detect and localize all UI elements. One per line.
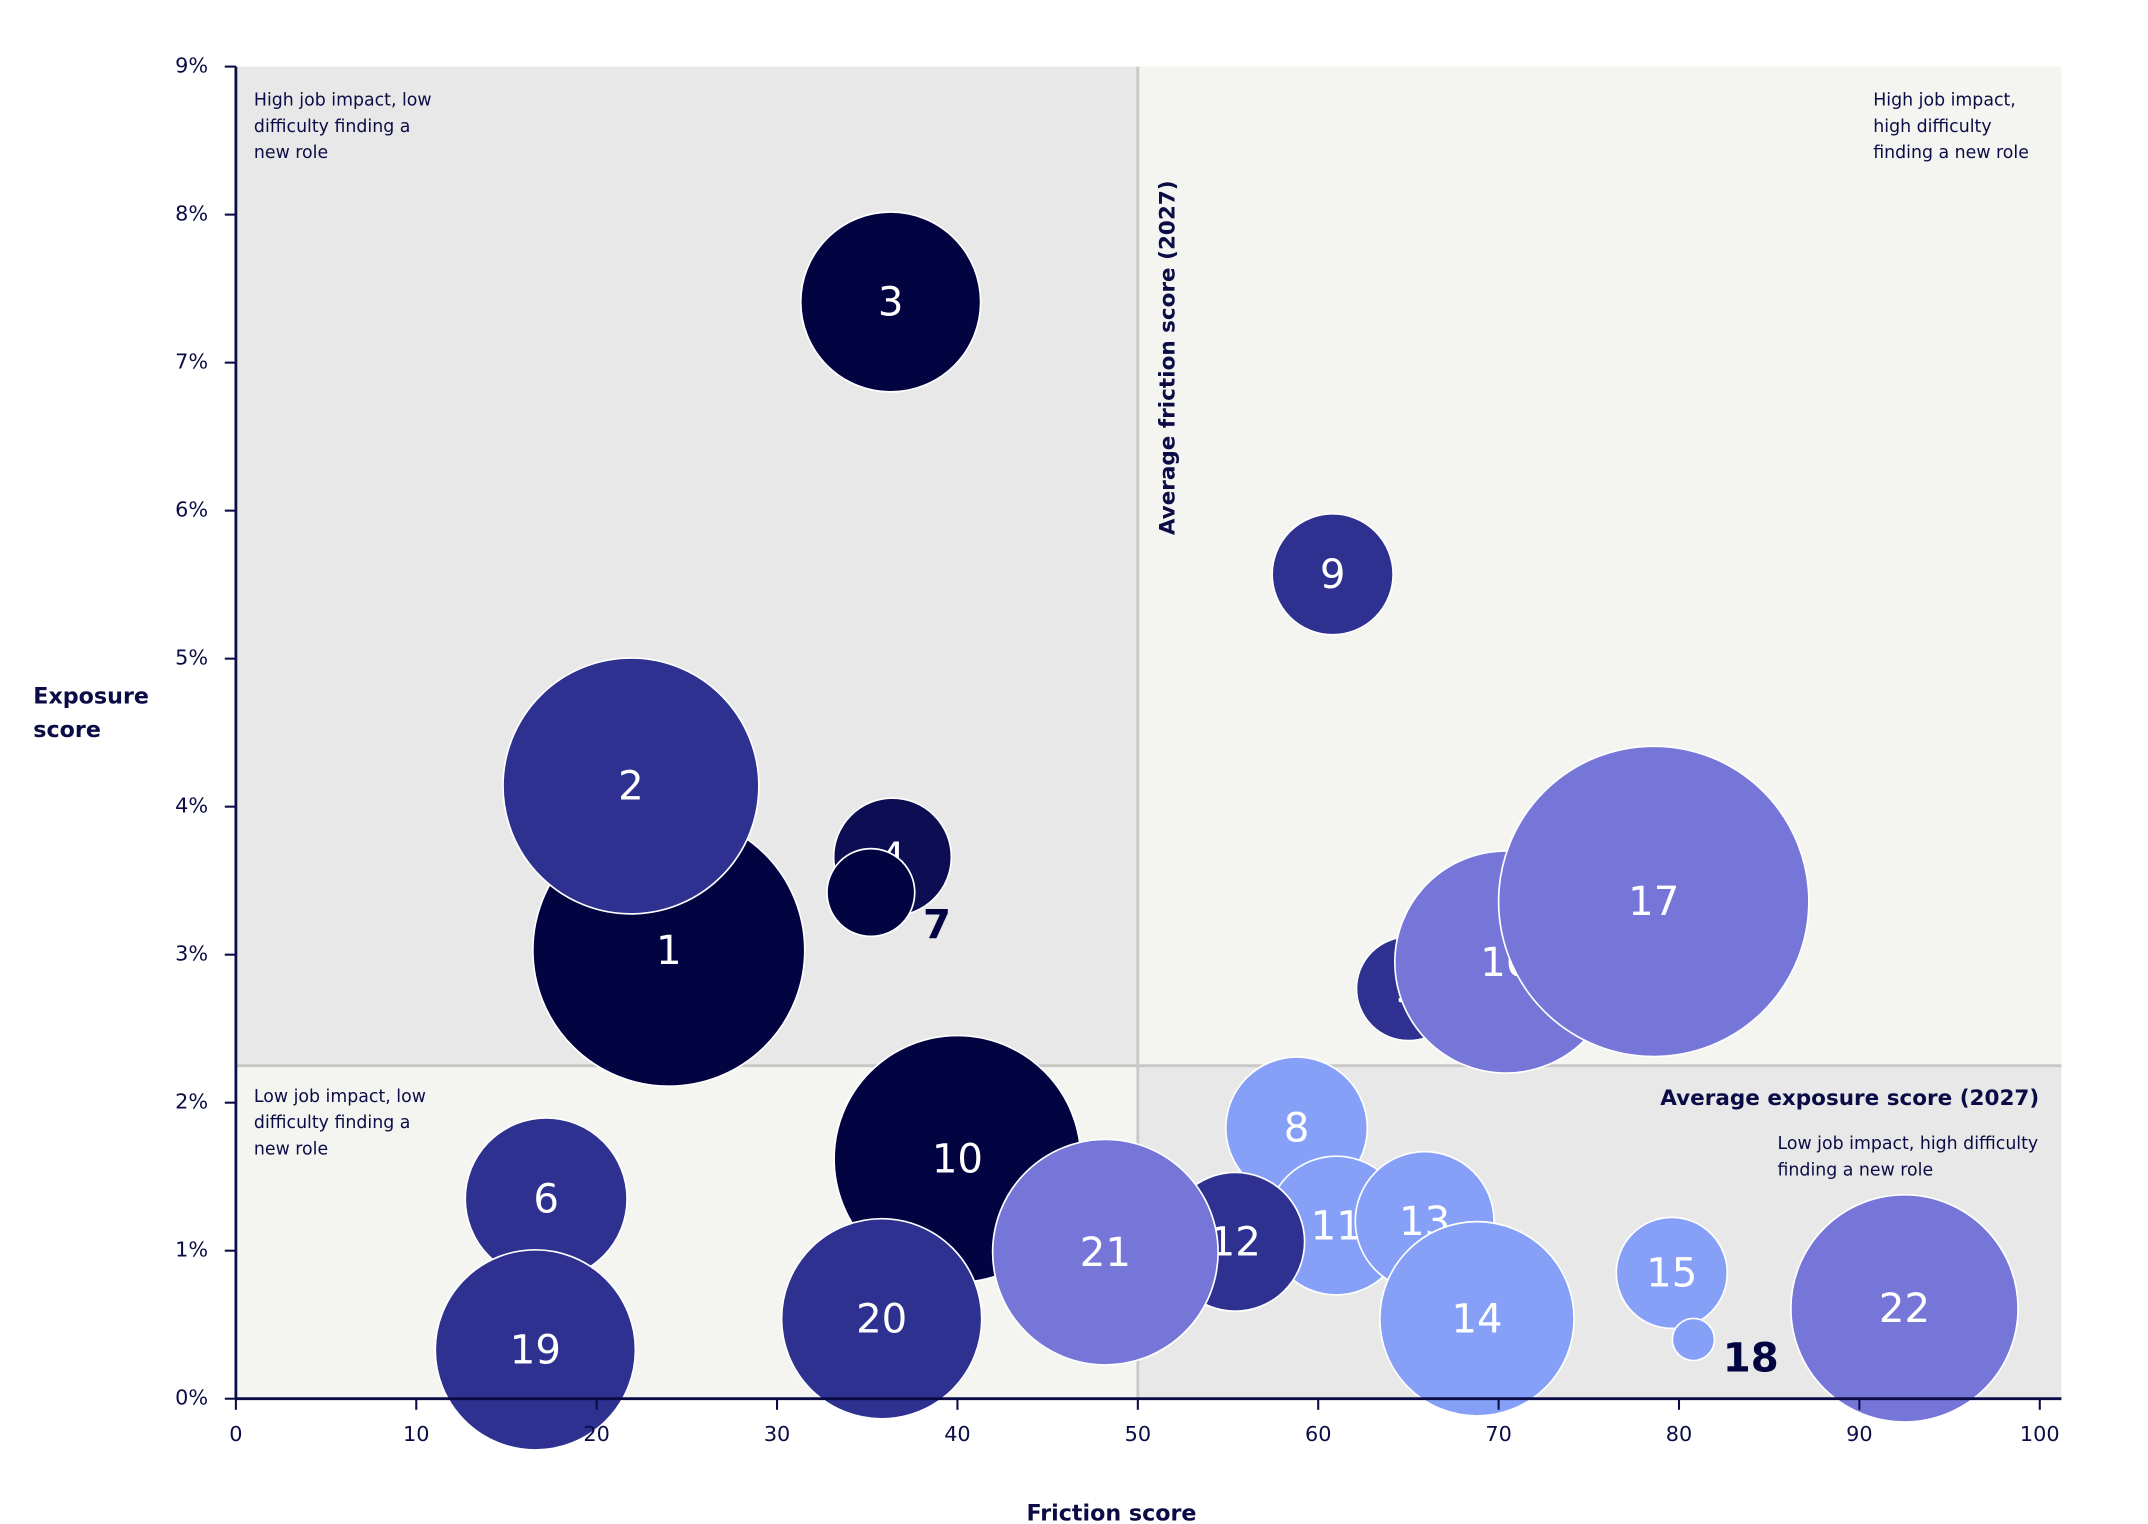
- bubble-label: 3: [878, 280, 904, 326]
- y-tick-label: 7%: [175, 350, 208, 374]
- x-tick-label: 60: [1305, 1422, 1331, 1446]
- x-tick-label: 80: [1666, 1422, 1692, 1446]
- quadrant-note-box: High job impact, high difficulty finding…: [1873, 88, 2029, 162]
- quadrant-note: Low job impact, low difficulty finding a…: [253, 1085, 426, 1158]
- y-axis-title-box: Exposure score: [33, 682, 149, 743]
- bubble: [1497, 745, 1810, 1058]
- quadrant-note-box: High job impact, low difficulty finding …: [253, 88, 432, 162]
- bubble-label: 1: [656, 928, 682, 974]
- bubble-label: 22: [1879, 1286, 1930, 1332]
- bubble-label: 9: [1320, 552, 1346, 598]
- bubble: [799, 211, 982, 393]
- y-tick-label: 0%: [175, 1386, 208, 1410]
- x-tick-label: 90: [1846, 1422, 1872, 1446]
- bubble: [1271, 512, 1394, 636]
- y-tick-label: 4%: [175, 794, 208, 818]
- average-x-label: Average friction score (2027): [1155, 180, 1180, 535]
- bubble-label: 14: [1451, 1297, 1502, 1343]
- bubble-label: 2: [618, 764, 644, 810]
- bubble: [1615, 1216, 1729, 1330]
- bubble-label: 10: [932, 1137, 983, 1183]
- y-tick-label: 2%: [175, 1090, 208, 1114]
- x-tick-label: 30: [764, 1422, 790, 1446]
- x-axis-title: Friction score: [1026, 1500, 1196, 1524]
- bubble: [1671, 1317, 1716, 1362]
- x-tick-label: 20: [583, 1422, 609, 1446]
- x-tick-label: 10: [403, 1422, 429, 1446]
- bubble: [826, 847, 916, 938]
- x-tick-label: 40: [944, 1422, 970, 1446]
- quadrant-note-box: Low job impact, low difficulty finding a…: [253, 1085, 426, 1158]
- bubble: [780, 1217, 983, 1420]
- bubble-label: 20: [856, 1297, 907, 1343]
- x-tick-label: 100: [2020, 1422, 2060, 1446]
- quadrant-note-box: Low job impact, high difficulty finding …: [1777, 1132, 2039, 1180]
- bubble-label: 6: [533, 1177, 559, 1223]
- bubble: [1378, 1220, 1575, 1417]
- quadrant-note: Low job impact, high difficulty finding …: [1777, 1132, 2039, 1180]
- x-tick-label: 70: [1485, 1422, 1511, 1446]
- bubble-label: 17: [1628, 879, 1679, 925]
- average-y-label: Average exposure score (2027): [1660, 1086, 2039, 1111]
- quadrant-note: High job impact, high difficulty finding…: [1873, 88, 2029, 162]
- y-tick-label: 9%: [175, 54, 208, 78]
- bubble: [1790, 1194, 2019, 1423]
- y-tick-label: 6%: [175, 498, 208, 522]
- quadrant-note: High job impact, low difficulty finding …: [253, 88, 432, 162]
- bubble-label: 19: [510, 1328, 561, 1374]
- axes: 0% 1% 2% 3% 4% 5% 6% 7% 8% 9% 0 10 20 30 40 50 60 70 80 90 1…: [175, 54, 2062, 1446]
- bubble-label: 18: [1723, 1335, 1779, 1381]
- y-tick-label: 5%: [175, 646, 208, 670]
- bubble-label: 21: [1080, 1230, 1131, 1276]
- y-tick-label: 8%: [175, 202, 208, 226]
- y-tick-label: 3%: [175, 942, 208, 966]
- x-tick-label: 0: [229, 1422, 242, 1446]
- quadrants: High job impact, low difficulty finding …: [235, 66, 2062, 1399]
- y-tick-label: 1%: [175, 1238, 208, 1262]
- bubble-label: 8: [1284, 1106, 1310, 1152]
- bubble-label: 7: [923, 902, 951, 948]
- bubble-label: 11: [1311, 1203, 1362, 1249]
- x-tick-label: 50: [1125, 1422, 1151, 1446]
- y-axis-title: Exposure score: [33, 682, 149, 743]
- bubble: [991, 1138, 1219, 1366]
- bubble-label: 15: [1646, 1251, 1697, 1297]
- bubble: [502, 657, 760, 915]
